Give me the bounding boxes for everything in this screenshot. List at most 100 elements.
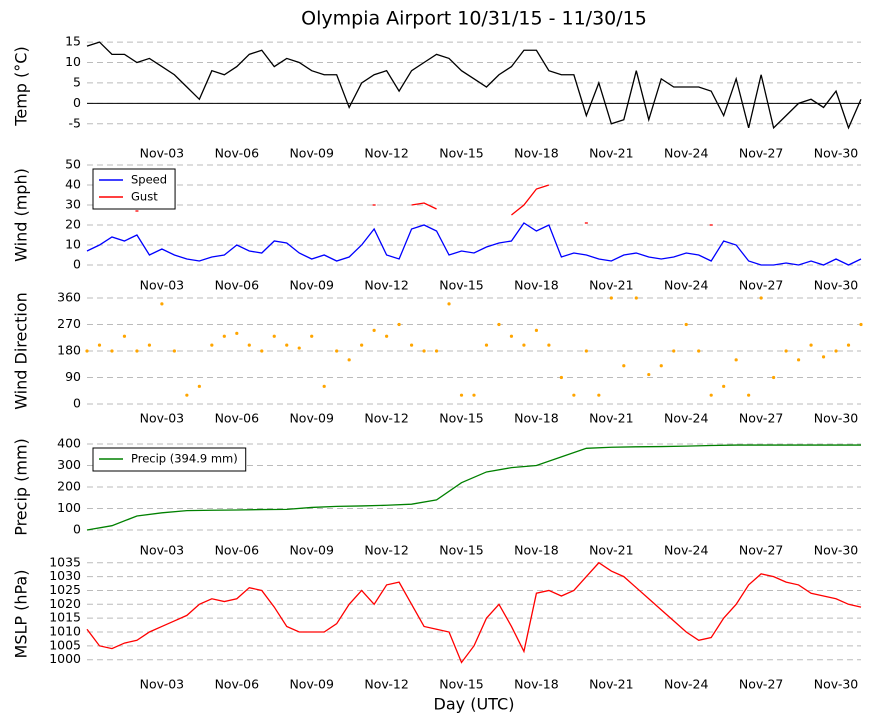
point xyxy=(197,384,201,388)
x-tick-label: Nov-09 xyxy=(289,278,334,293)
y-tick-label: 1020 xyxy=(49,596,81,611)
point xyxy=(846,343,851,347)
x-tick-label: Nov-15 xyxy=(439,543,483,558)
x-tick-label: Nov-27 xyxy=(739,677,783,692)
x-tick-label: Nov-21 xyxy=(589,677,633,692)
x-tick-label: Nov-21 xyxy=(589,278,633,293)
x-tick-label: Nov-24 xyxy=(664,146,709,161)
x-tick-label: Nov-09 xyxy=(289,543,334,558)
y-axis-label: Precip (mm) xyxy=(12,438,31,536)
y-axis-label: Wind Direction xyxy=(12,292,31,410)
legend-box xyxy=(92,447,247,472)
point xyxy=(659,364,663,368)
x-tick-label: Nov-06 xyxy=(215,543,260,558)
point xyxy=(484,343,489,347)
x-tick-label: Nov-21 xyxy=(589,411,633,426)
point xyxy=(97,343,102,347)
y-tick-label: 270 xyxy=(57,316,81,331)
point xyxy=(559,375,563,380)
x-tick-label: Nov-21 xyxy=(589,543,633,558)
x-tick-label: Nov-03 xyxy=(140,543,184,558)
x-tick-label: Nov-18 xyxy=(514,278,559,293)
y-tick-label: 1000 xyxy=(49,651,81,666)
series-line xyxy=(411,202,437,210)
point xyxy=(135,349,139,353)
y-tick-label: 1015 xyxy=(49,610,81,625)
y-tick-label: 1010 xyxy=(49,624,81,639)
x-tick-label: Nov-27 xyxy=(739,146,783,161)
y-tick-label: 300 xyxy=(57,457,81,472)
x-tick-label: Nov-30 xyxy=(814,543,859,558)
x-tick-label: Nov-30 xyxy=(814,677,859,692)
x-tick-label: Nov-24 xyxy=(664,677,709,692)
point xyxy=(360,343,364,347)
y-tick-label: 400 xyxy=(57,436,81,451)
point xyxy=(647,372,651,377)
y-tick-label: 90 xyxy=(65,369,81,384)
y-tick-label: 0 xyxy=(73,257,81,272)
y-tick-label: 0 xyxy=(73,522,81,537)
point xyxy=(247,343,251,347)
point xyxy=(210,343,214,347)
x-tick-label: Nov-24 xyxy=(664,278,709,293)
y-tick-label: 360 xyxy=(57,290,81,305)
point xyxy=(734,358,738,362)
point xyxy=(821,355,826,359)
point xyxy=(434,349,439,353)
point xyxy=(122,334,127,338)
y-tick-label: 1025 xyxy=(49,582,81,597)
y-tick-label: 0 xyxy=(73,396,81,411)
y-tick-label: -5 xyxy=(69,115,81,130)
x-tick-label: Nov-21 xyxy=(589,146,633,161)
point xyxy=(347,358,351,362)
y-tick-label: 5 xyxy=(73,74,81,89)
series-line xyxy=(511,184,550,216)
legend-label: Gust xyxy=(131,190,158,204)
x-tick-label: Nov-12 xyxy=(364,677,408,692)
point xyxy=(185,393,189,397)
point xyxy=(784,349,788,353)
point xyxy=(509,334,514,338)
x-tick-label: Nov-06 xyxy=(215,677,260,692)
point xyxy=(834,349,838,353)
point xyxy=(422,349,426,353)
point xyxy=(372,328,376,332)
point xyxy=(622,364,626,368)
point xyxy=(335,349,339,353)
series-line xyxy=(86,561,862,664)
point xyxy=(609,296,613,300)
y-tick-label: 200 xyxy=(57,479,81,494)
x-tick-label: Nov-27 xyxy=(739,543,783,558)
x-tick-label: Nov-03 xyxy=(140,677,184,692)
x-tick-label: Nov-12 xyxy=(364,278,408,293)
point xyxy=(634,296,638,300)
point xyxy=(285,343,289,347)
x-tick-label: Nov-06 xyxy=(215,278,260,293)
x-tick-label: Nov-06 xyxy=(215,411,260,426)
legend-label: Precip (394.9 mm) xyxy=(131,452,238,466)
series-line xyxy=(86,41,862,130)
x-tick-label: Nov-18 xyxy=(514,411,559,426)
y-tick-label: 180 xyxy=(57,343,81,358)
legend-box xyxy=(92,168,176,210)
x-tick-label: Nov-09 xyxy=(289,677,334,692)
point xyxy=(809,343,813,347)
x-tick-label: Nov-03 xyxy=(140,278,184,293)
point xyxy=(709,393,713,397)
point xyxy=(235,331,239,335)
series-line xyxy=(86,222,862,266)
x-tick-label: Nov-18 xyxy=(514,146,559,161)
point xyxy=(85,349,89,353)
x-tick-label: Nov-18 xyxy=(514,677,559,692)
y-tick-label: 40 xyxy=(65,177,81,192)
point xyxy=(796,358,801,362)
point xyxy=(322,384,326,388)
point xyxy=(759,296,763,300)
x-axis-label: Day (UTC) xyxy=(434,695,515,714)
x-tick-label: Nov-09 xyxy=(289,146,334,161)
point xyxy=(522,343,526,347)
point xyxy=(447,302,451,306)
point xyxy=(547,343,551,347)
x-tick-label: Nov-06 xyxy=(215,146,260,161)
point xyxy=(472,393,476,397)
